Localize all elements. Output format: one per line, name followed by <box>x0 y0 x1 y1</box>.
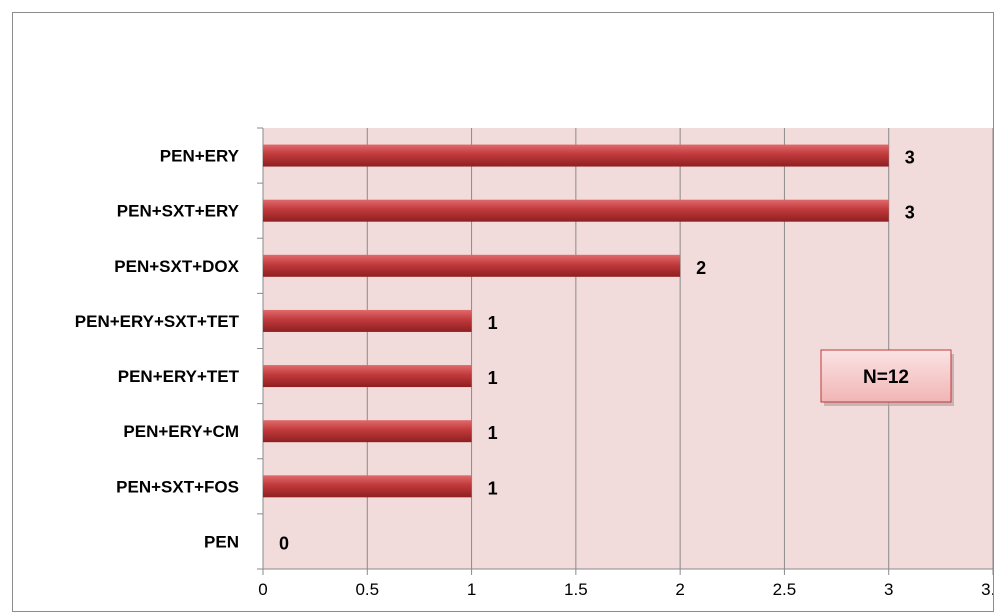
category-label: PEN+ERY+TET <box>118 367 240 386</box>
x-tick-label: 1 <box>467 580 476 599</box>
x-tick-label: 0 <box>258 580 267 599</box>
chart-frame: 0 0.5 1 1.5 2 2.5 3 3.5 PEN+ERY 3 PEN+SXT+ERY 3 PEN+… <box>12 12 994 612</box>
bar <box>263 199 889 222</box>
category-label: PEN+SXT+ERY <box>117 202 240 221</box>
annotation-box: N=12 <box>820 349 954 406</box>
category-label: PEN+ERY+CM <box>123 422 239 441</box>
x-tick-label: 3.5 <box>981 580 993 599</box>
category-label: PEN+SXT+FOS <box>116 477 239 496</box>
value-label: 0 <box>279 533 289 553</box>
annotation-box-rect <box>820 349 952 403</box>
bar <box>263 475 472 498</box>
plot-area <box>263 128 993 569</box>
value-label: 1 <box>488 423 498 443</box>
value-label: 2 <box>696 258 706 278</box>
bar <box>263 365 472 388</box>
annotation-text: N=12 <box>863 367 909 388</box>
bar <box>263 420 472 443</box>
value-label: 1 <box>488 478 498 498</box>
x-tick-label: 1.5 <box>564 580 588 599</box>
bars <box>263 144 889 498</box>
labels: 0 0.5 1 1.5 2 2.5 3 3.5 PEN+ERY 3 PEN+SXT+ERY 3 PEN+… <box>75 147 993 599</box>
category-label: PEN+SXT+DOX <box>114 257 239 276</box>
x-tick-label: 2 <box>675 580 684 599</box>
bar <box>263 144 889 167</box>
category-label: PEN+ERY <box>160 147 240 166</box>
category-label: PEN <box>204 532 239 551</box>
value-label: 1 <box>488 313 498 333</box>
value-label: 3 <box>905 203 915 223</box>
value-label: 3 <box>905 148 915 168</box>
bar <box>263 254 681 277</box>
value-label: 1 <box>488 368 498 388</box>
bar <box>263 309 472 332</box>
category-label: PEN+ERY+SXT+TET <box>75 312 240 331</box>
x-tick-label: 3 <box>884 580 893 599</box>
bar-chart: 0 0.5 1 1.5 2 2.5 3 3.5 PEN+ERY 3 PEN+SXT+ERY 3 PEN+… <box>75 127 993 599</box>
x-tick-label: 0.5 <box>355 580 379 599</box>
x-tick-label: 2.5 <box>773 580 797 599</box>
